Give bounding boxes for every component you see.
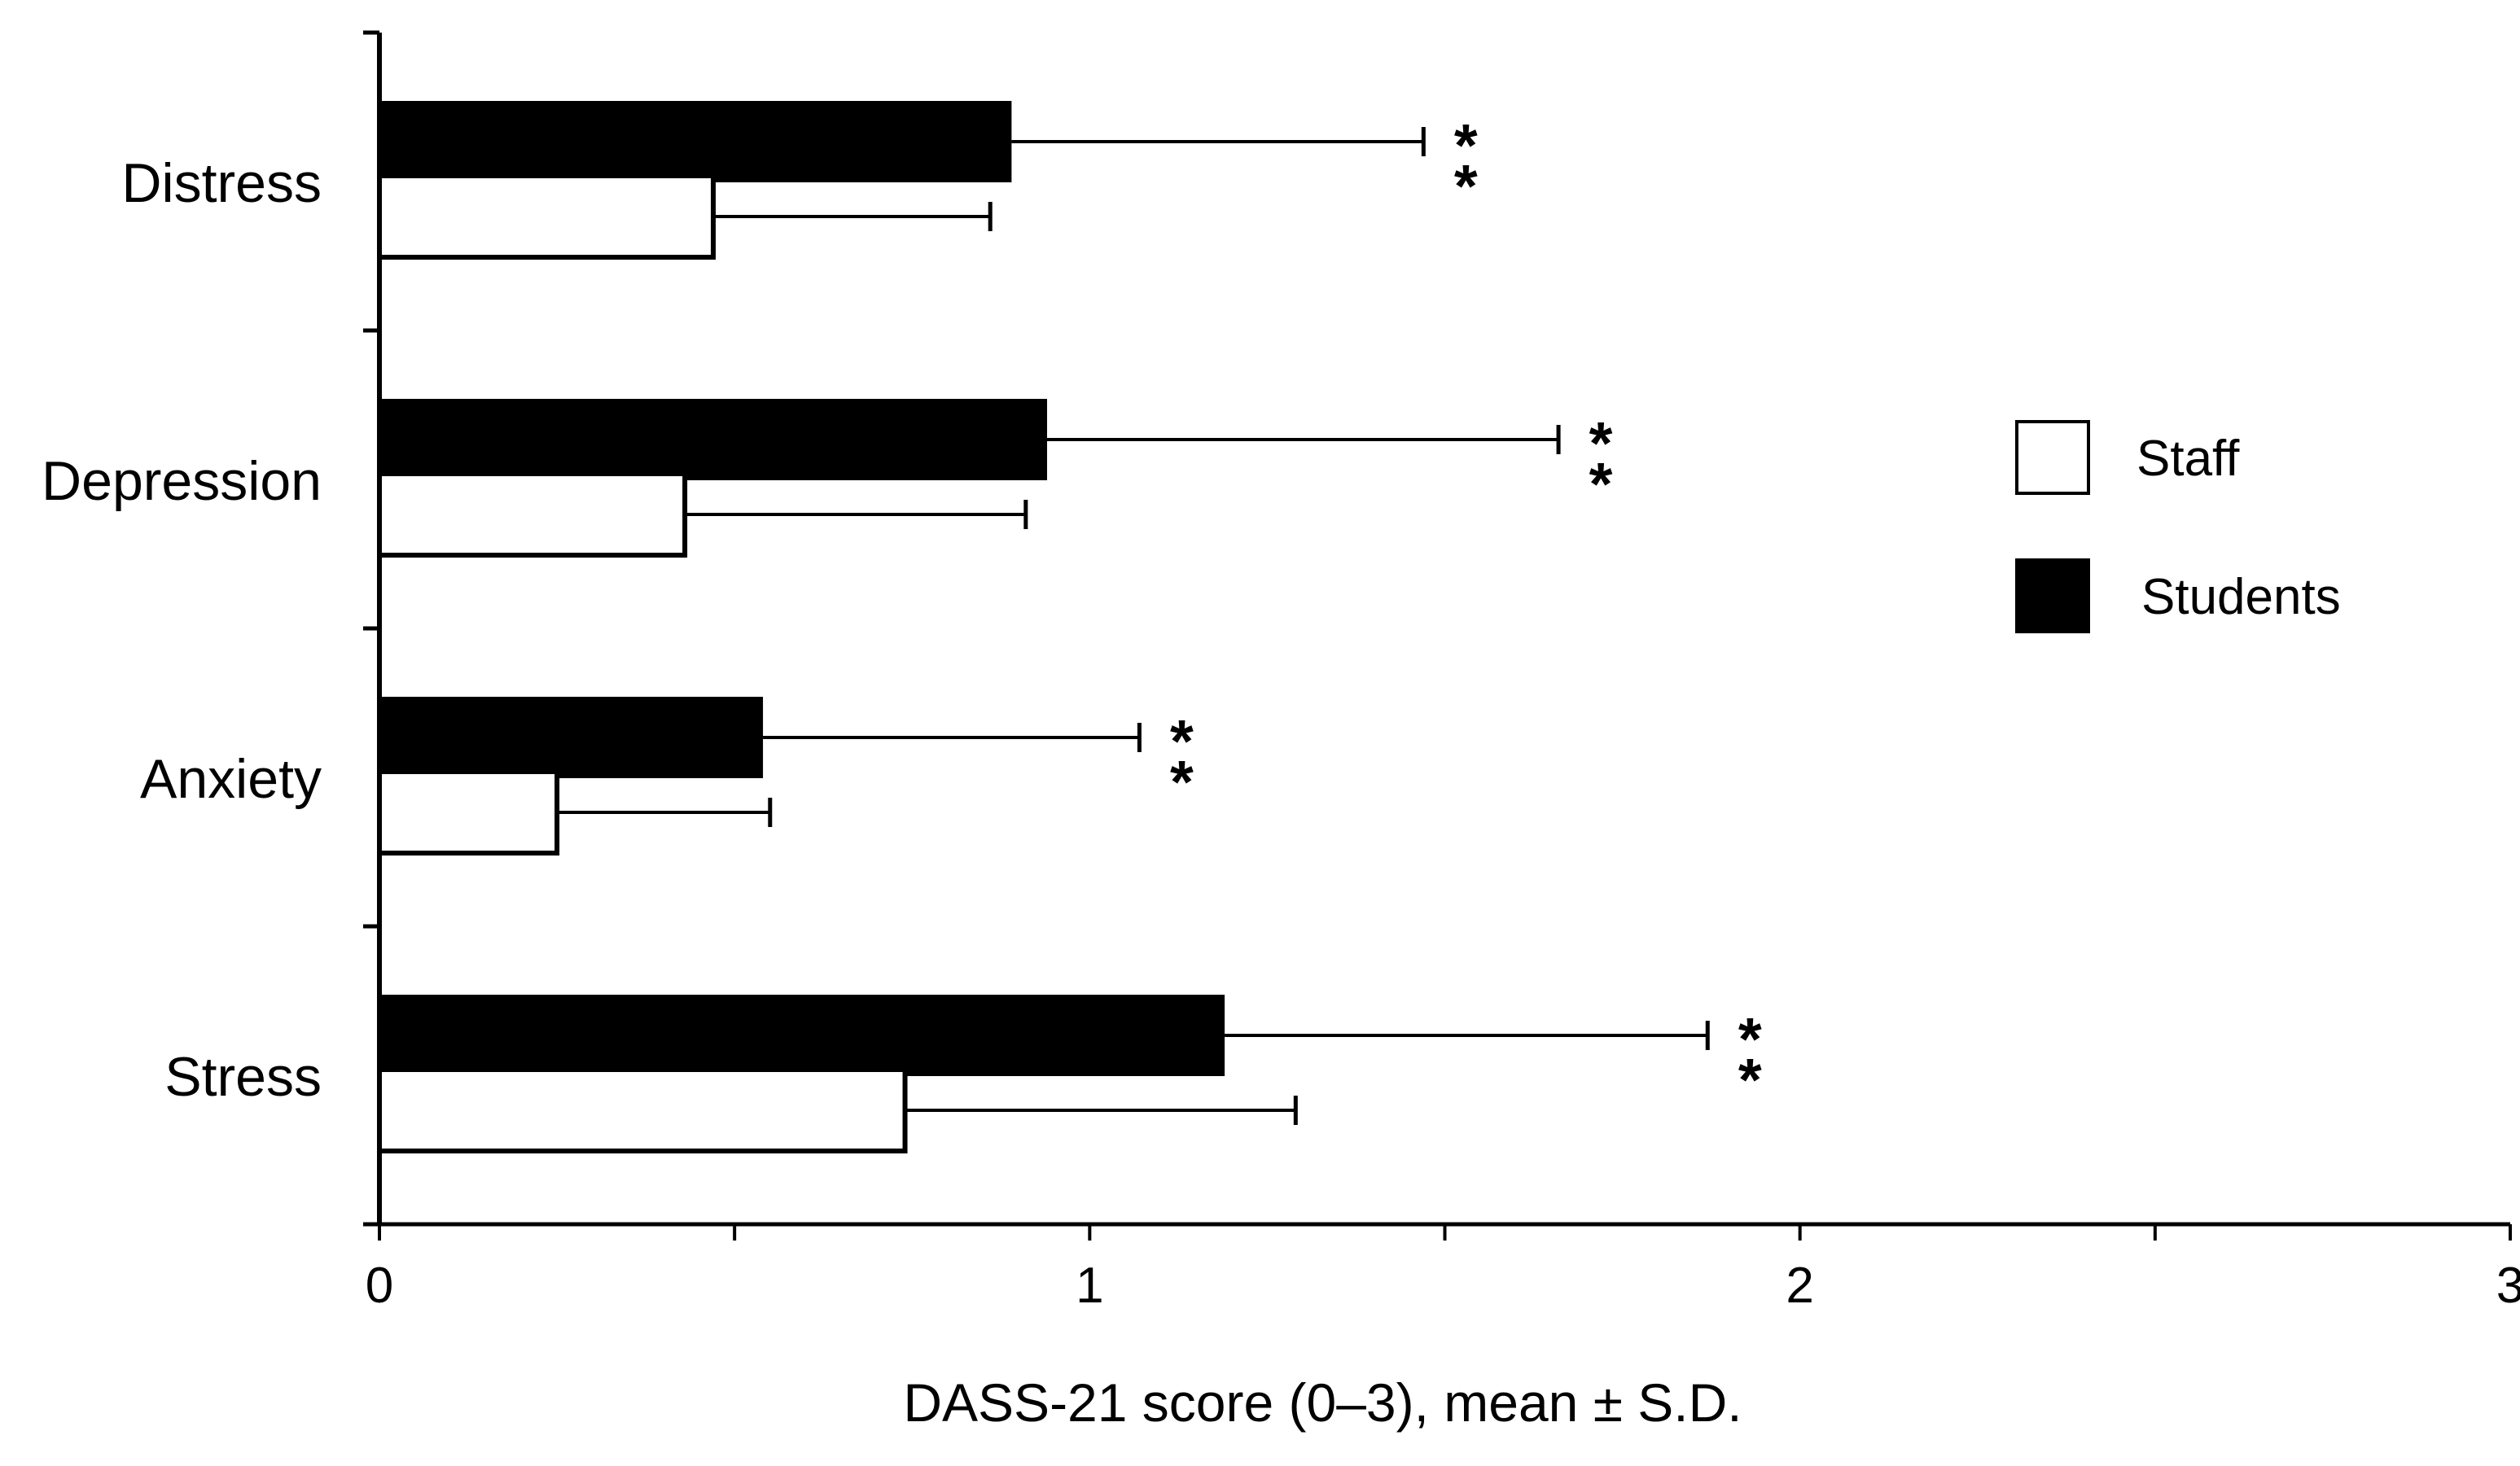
legend-label-students: Students — [2141, 569, 2341, 625]
significance-marker: * — [1170, 748, 1194, 816]
category-label: Stress — [164, 1046, 322, 1108]
significance-marker: * — [1589, 409, 1613, 477]
significance-marker: * — [1170, 707, 1194, 775]
x-axis-title: DASS-21 score (0–3), mean ± S.D. — [903, 1372, 1742, 1433]
category-label: Depression — [42, 450, 322, 512]
bar-students — [379, 697, 764, 778]
x-tick-label: 3 — [2496, 1258, 2520, 1314]
significance-marker: * — [1454, 152, 1478, 220]
significance-marker: * — [1738, 1005, 1762, 1073]
legend-label-staff: Staff — [2137, 431, 2240, 487]
x-tick-label: 2 — [1786, 1258, 1813, 1314]
bar-students — [379, 101, 1012, 182]
bar-staff — [377, 173, 716, 260]
category-label: Distress — [121, 152, 322, 214]
bar-students — [379, 399, 1047, 480]
bar-students — [379, 995, 1225, 1076]
legend-swatch-staff — [2015, 420, 2090, 495]
category-label: Anxiety — [140, 748, 322, 810]
bar-staff — [377, 471, 688, 558]
bar-staff — [377, 769, 560, 856]
bar-staff — [377, 1067, 908, 1153]
significance-marker: * — [1454, 112, 1478, 179]
x-tick-label: 0 — [366, 1258, 393, 1314]
significance-marker: * — [1589, 450, 1613, 518]
legend-swatch-students — [2015, 558, 2090, 633]
significance-marker: * — [1738, 1046, 1762, 1114]
x-tick-label: 1 — [1076, 1258, 1103, 1314]
